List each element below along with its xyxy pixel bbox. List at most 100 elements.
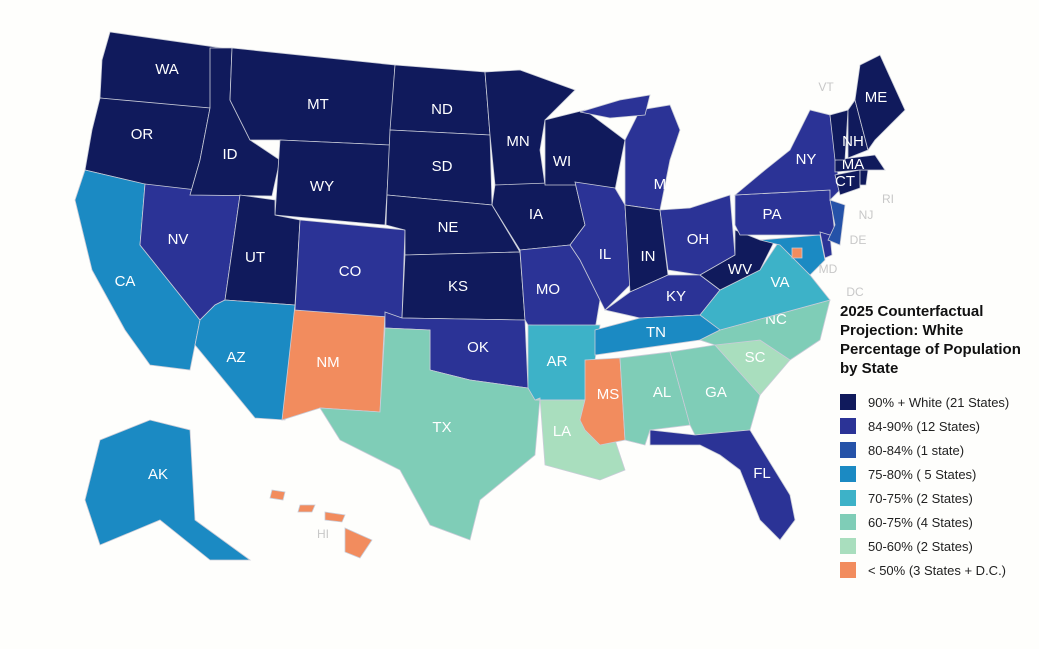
state-label: AZ (226, 349, 245, 366)
state: WA (99, 31, 223, 109)
legend-swatch (840, 562, 856, 578)
legend: 2025 Counterfactual Projection: White Pe… (840, 302, 1035, 582)
state-label: TX (432, 419, 451, 436)
state-label: CA (115, 273, 136, 290)
state-label: IL (599, 246, 612, 263)
state-label: VT (818, 80, 834, 94)
state-label: LA (553, 423, 571, 440)
state-shape (324, 511, 346, 523)
legend-label: 60-75% (4 States) (868, 514, 973, 530)
state-label: NM (316, 354, 339, 371)
state: UT (224, 194, 301, 306)
state-label: MO (536, 281, 560, 298)
legend-label: 84-90% (12 States) (868, 418, 981, 434)
state-label: UT (245, 249, 265, 266)
state: MS (579, 357, 626, 446)
state-label: WA (155, 61, 179, 78)
state-label: CT (835, 173, 855, 190)
state-label: DC (846, 285, 864, 299)
legend-label: 90% + White (21 States) (868, 394, 1010, 410)
state-label: ID (223, 146, 238, 163)
state-label: FL (753, 465, 771, 482)
state: FL (649, 429, 796, 541)
state: DC (791, 247, 864, 299)
state-shape (84, 419, 252, 561)
state-label: WV (728, 261, 752, 278)
state-label: MD (819, 262, 838, 276)
state: PA (734, 189, 836, 236)
state: RI (859, 169, 894, 206)
state-shape (733, 109, 841, 201)
legend-swatch (840, 514, 856, 530)
state-label: TN (646, 324, 666, 341)
legend-swatch (840, 466, 856, 482)
legend-item: 70-75% (2 States) (840, 486, 1035, 510)
state-label: ME (865, 89, 888, 106)
state: WY (274, 139, 391, 226)
state: MN (484, 69, 576, 186)
state: MA (834, 154, 886, 173)
state: CO (294, 219, 406, 319)
state-label: IN (641, 248, 656, 265)
state: AR (527, 324, 601, 401)
state-label: KS (448, 278, 468, 295)
state: AK (84, 419, 252, 561)
legend-label: < 50% (3 States + D.C.) (868, 562, 1007, 578)
state-shape (834, 169, 861, 196)
state: SC (714, 339, 791, 396)
legend-label: 80-84% (1 state) (868, 442, 965, 458)
legend-item: 84-90% (12 States) (840, 414, 1035, 438)
state-shape (344, 527, 373, 559)
legend-label: 75-80% ( 5 States) (868, 466, 977, 482)
state-label: MN (506, 133, 529, 150)
state-label: GA (705, 384, 727, 401)
state: NH (842, 99, 869, 159)
state-label: PA (763, 206, 782, 223)
state-label: MT (307, 96, 329, 113)
state-label: AK (148, 466, 168, 483)
state: NM (281, 304, 386, 421)
legend-item: 75-80% ( 5 States) (840, 462, 1035, 486)
state-shape (829, 109, 849, 161)
state-shape (791, 247, 803, 259)
state-label: MS (597, 386, 620, 403)
state: AZ (194, 299, 296, 421)
state-label: KY (666, 288, 686, 305)
state-label: DE (850, 233, 867, 247)
state-shape (734, 189, 836, 236)
state-shape (274, 139, 391, 226)
state-label: SD (432, 158, 453, 175)
legend-item: 80-84% (1 state) (840, 438, 1035, 462)
state: NY (733, 109, 841, 201)
legend-swatch (840, 418, 856, 434)
state-label: SC (745, 349, 766, 366)
state-label: ND (431, 101, 453, 118)
state: WI (544, 109, 626, 191)
state: MI (579, 94, 681, 211)
state-label: WY (310, 178, 334, 195)
state-shape (579, 94, 651, 119)
state: ND (389, 64, 491, 136)
state: WV (699, 229, 776, 291)
state: CT (834, 169, 861, 196)
state-shape (649, 429, 796, 541)
legend-item: 60-75% (4 States) (840, 510, 1035, 534)
legend-swatch (840, 490, 856, 506)
state-label: RI (882, 192, 894, 206)
state: IA (491, 181, 586, 251)
legend-label: 70-75% (2 States) (868, 490, 973, 506)
state-shape (484, 69, 576, 186)
state: DE (819, 231, 867, 259)
state-label: CO (339, 263, 362, 280)
state: SD (386, 129, 493, 206)
state-label: NE (438, 219, 459, 236)
state: KS (401, 251, 526, 321)
legend-item: 50-60% (2 States) (840, 534, 1035, 558)
legend-item: < 50% (3 States + D.C.) (840, 558, 1035, 582)
state-label: VA (771, 274, 790, 291)
state: KY (604, 274, 721, 319)
state-label: MI (654, 176, 671, 193)
state-shape (854, 54, 906, 151)
